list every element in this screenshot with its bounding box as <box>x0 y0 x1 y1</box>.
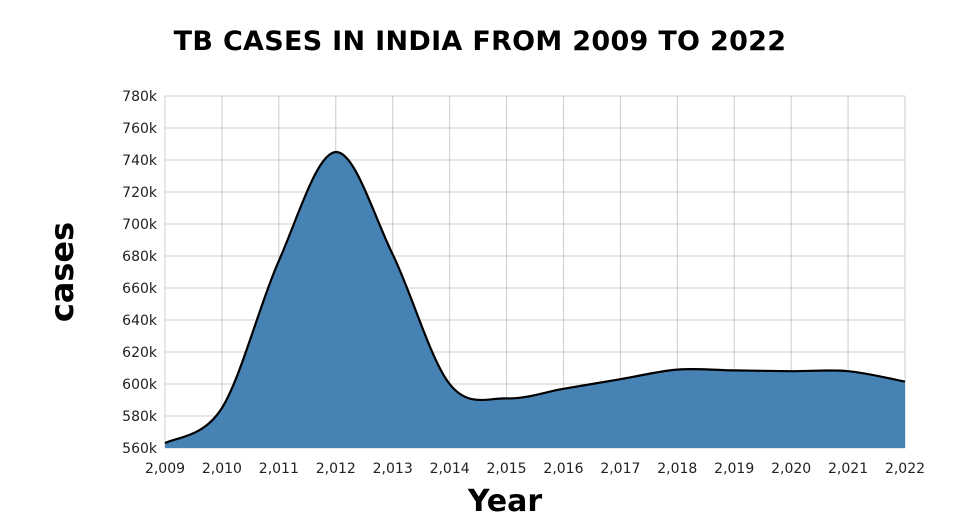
x-tick-label: 2,018 <box>657 461 697 477</box>
y-tick-label: 720k <box>122 185 158 201</box>
y-tick-label: 580k <box>122 409 158 425</box>
y-tick-label: 600k <box>122 377 158 393</box>
x-tick-label: 2,011 <box>259 461 299 477</box>
y-tick-label: 700k <box>122 217 158 233</box>
x-tick-label: 2,013 <box>373 461 413 477</box>
x-tick-label: 2,015 <box>486 461 526 477</box>
series-layer <box>165 152 905 448</box>
y-tick-label: 620k <box>122 345 158 361</box>
area-chart: 560k 580k 600k 620k 640k 660k 680k 700k 720k 740k… <box>0 0 960 500</box>
y-axis: 560k 580k 600k 620k 640k 660k 680k 700k 720k 740k… <box>122 89 158 457</box>
y-tick-label: 740k <box>122 153 158 169</box>
y-tick-label: 640k <box>122 313 158 329</box>
x-tick-label: 2,009 <box>145 461 185 477</box>
x-tick-label: 2,016 <box>543 461 583 477</box>
y-tick-label: 780k <box>122 89 158 105</box>
y-tick-label: 560k <box>122 441 158 457</box>
x-tick-label: 2,017 <box>600 461 640 477</box>
x-tick-label: 2,014 <box>430 461 470 477</box>
x-tick-label: 2,019 <box>714 461 754 477</box>
y-tick-label: 760k <box>122 121 158 137</box>
x-tick-label: 2,021 <box>828 461 868 477</box>
y-tick-label: 660k <box>122 281 158 297</box>
x-tick-label: 2,012 <box>316 461 356 477</box>
x-tick-label: 2,010 <box>202 461 242 477</box>
y-tick-label: 680k <box>122 249 158 265</box>
x-tick-label: 2,022 <box>885 461 925 477</box>
area-fill <box>165 152 905 448</box>
x-tick-label: 2,020 <box>771 461 811 477</box>
x-axis: 2,009 2,010 2,011 2,012 2,013 2,014 2,015 2,016… <box>145 461 925 477</box>
